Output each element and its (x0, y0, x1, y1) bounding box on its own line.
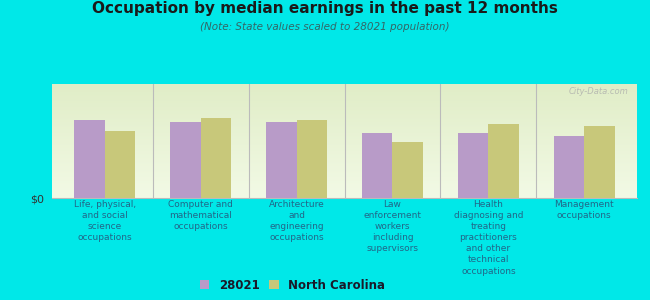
Bar (458, 133, 488, 198)
Bar (488, 124, 519, 198)
Text: Occupation by median earnings in the past 12 months: Occupation by median earnings in the pas… (92, 2, 558, 16)
Text: Health
diagnosing and
treating
practitioners
and other
technical
occupations: Health diagnosing and treating practitio… (454, 200, 523, 276)
Bar (266, 122, 296, 198)
Bar (74, 120, 105, 198)
Bar (105, 131, 135, 198)
Text: Architecture
and
engineering
occupations: Architecture and engineering occupations (268, 200, 324, 242)
Text: City-Data.com: City-Data.com (569, 87, 628, 96)
Text: Life, physical,
and social
science
occupations: Life, physical, and social science occup… (73, 200, 136, 242)
Bar (296, 120, 327, 198)
Bar (201, 118, 231, 198)
Bar (170, 122, 201, 198)
Bar (362, 133, 393, 198)
Legend: 28021, North Carolina: 28021, North Carolina (198, 276, 387, 294)
Bar (393, 142, 423, 198)
Text: Computer and
mathematical
occupations: Computer and mathematical occupations (168, 200, 233, 231)
Bar (554, 136, 584, 198)
Text: (Note: State values scaled to 28021 population): (Note: State values scaled to 28021 popu… (200, 22, 450, 32)
Text: Management
occupations: Management occupations (554, 200, 614, 220)
Text: Law
enforcement
workers
including
supervisors: Law enforcement workers including superv… (363, 200, 421, 254)
Bar (584, 126, 615, 198)
